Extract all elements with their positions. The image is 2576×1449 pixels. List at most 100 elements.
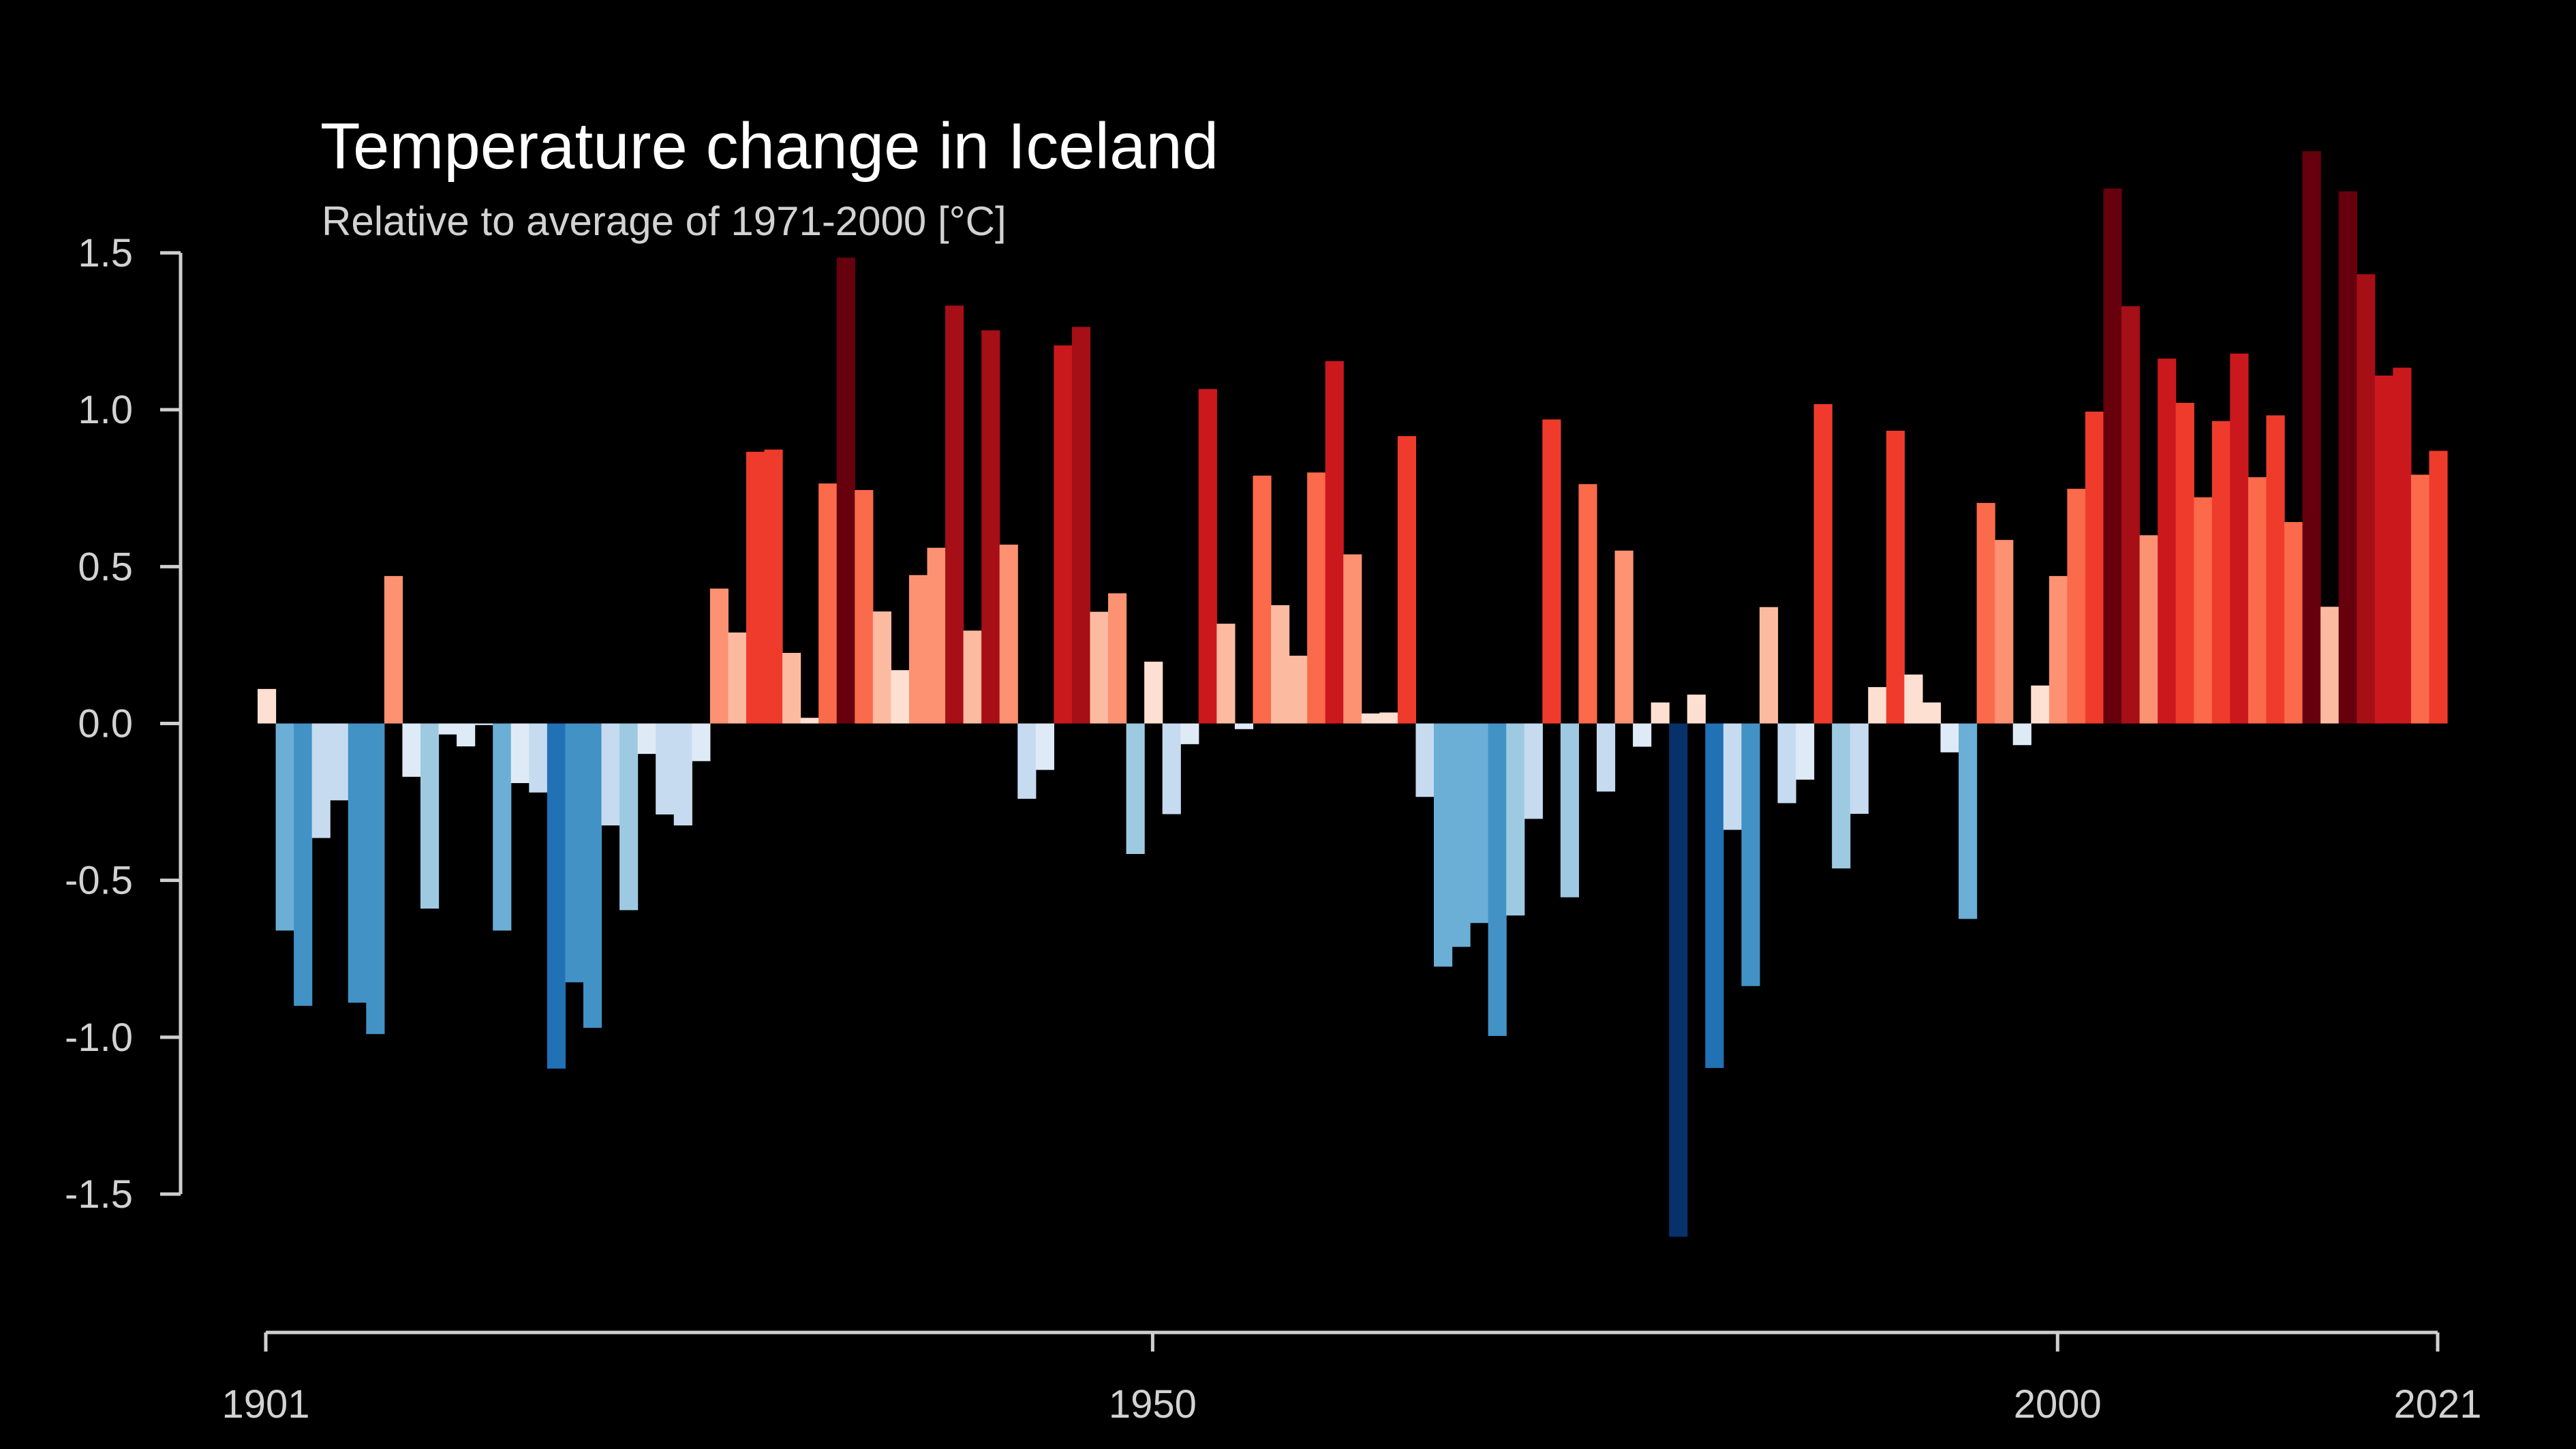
bar-1952 [1180,723,1199,744]
bar-1969 [1488,723,1507,1036]
bar-1933 [836,257,855,724]
bar-1918 [565,723,584,983]
y-tick-label: 0.5 [78,545,133,589]
bar-1965 [1415,723,1435,797]
bar-1963 [1379,712,1398,724]
bar-1904 [311,723,331,838]
bar-1982 [1723,723,1742,830]
bar-1902 [275,723,294,931]
bar-1932 [818,483,838,724]
bar-2014 [2302,151,2321,724]
bar-1958 [1289,656,1308,724]
bar-1921 [619,723,639,911]
bar-2021 [2429,451,2448,724]
bar-1985 [1777,723,1796,804]
y-tick-label: -0.5 [65,859,133,903]
bar-1955 [1234,723,1254,729]
bar-1901 [258,688,277,724]
bar-1950 [1144,661,1163,724]
y-tick-label: -1.0 [65,1016,133,1060]
bar-2017 [2357,274,2376,724]
bar-1908 [384,576,403,724]
bar-1903 [294,723,313,1006]
bar-1954 [1216,624,1236,724]
bar-2016 [2338,191,2357,724]
bar-1928 [746,451,765,724]
y-tick-label: -1.5 [65,1172,133,1217]
x-tick-label: 1901 [221,1382,309,1427]
bar-1927 [728,632,747,724]
bar-1978 [1651,702,1670,724]
bar-1961 [1343,554,1362,724]
bar-1945 [1054,345,1073,724]
bar-1940 [963,630,982,724]
bar-1992 [1904,674,1923,724]
bar-1938 [927,547,946,724]
bar-2007 [2175,403,2194,724]
bar-1911 [438,723,457,735]
bar-1964 [1397,436,1417,724]
bar-1979 [1669,723,1688,1237]
bar-1929 [764,449,783,724]
chart-title: Temperature change in Iceland [320,110,1218,183]
bar-1989 [1850,723,1869,814]
bar-1913 [474,723,493,725]
bar-1907 [366,723,385,1035]
bar-2004 [2121,306,2141,724]
bar-1998 [2012,723,2031,746]
bar-1916 [529,723,548,793]
y-tick-label: 1.0 [78,388,133,432]
bar-1986 [1796,723,1815,780]
bar-2000 [2049,576,2068,724]
bar-1948 [1108,593,1127,724]
bar-1991 [1886,431,1905,724]
bar-1960 [1325,361,1344,724]
bar-1920 [601,723,620,826]
bar-1984 [1759,607,1779,724]
bar-1925 [692,723,711,761]
bar-1966 [1433,723,1453,967]
bar-2010 [2230,353,2249,724]
bar-1905 [330,723,349,801]
bar-2005 [2139,535,2158,724]
bar-1974 [1578,484,1597,724]
bar-2015 [2320,607,2340,724]
bar-2012 [2266,415,2285,724]
bar-2019 [2393,367,2412,724]
bar-1981 [1705,723,1724,1068]
bar-1941 [981,330,1000,724]
bar-1968 [1470,723,1489,924]
bar-1936 [891,670,910,724]
bars-group [258,151,2448,1237]
bar-1951 [1162,723,1181,814]
bar-1949 [1126,723,1145,854]
bar-1926 [709,588,729,724]
bar-1935 [872,611,891,724]
bar-1953 [1198,388,1217,724]
bar-1939 [945,305,964,724]
bar-1973 [1560,723,1580,898]
bar-1967 [1452,723,1471,947]
bar-2013 [2284,521,2303,724]
x-axis: 1901 1950 2000 2021 [221,1330,2482,1427]
bar-1972 [1542,419,1561,724]
bar-1919 [583,723,602,1028]
bar-1957 [1271,605,1290,724]
bar-2008 [2194,497,2213,724]
bar-2006 [2158,359,2177,724]
bar-2001 [2067,489,2086,724]
bar-1947 [1090,611,1109,724]
bar-1912 [457,723,476,747]
bar-1909 [402,723,421,777]
bar-1990 [1868,687,1887,724]
bar-1942 [999,545,1018,724]
bar-1977 [1633,723,1652,747]
y-tick-label: 1.5 [78,231,133,275]
bar-1980 [1687,695,1706,724]
bar-1956 [1253,475,1272,724]
bar-1959 [1307,472,1326,724]
bar-1976 [1614,550,1634,724]
bar-1988 [1832,723,1851,869]
x-tick-label: 1950 [1109,1382,1197,1427]
